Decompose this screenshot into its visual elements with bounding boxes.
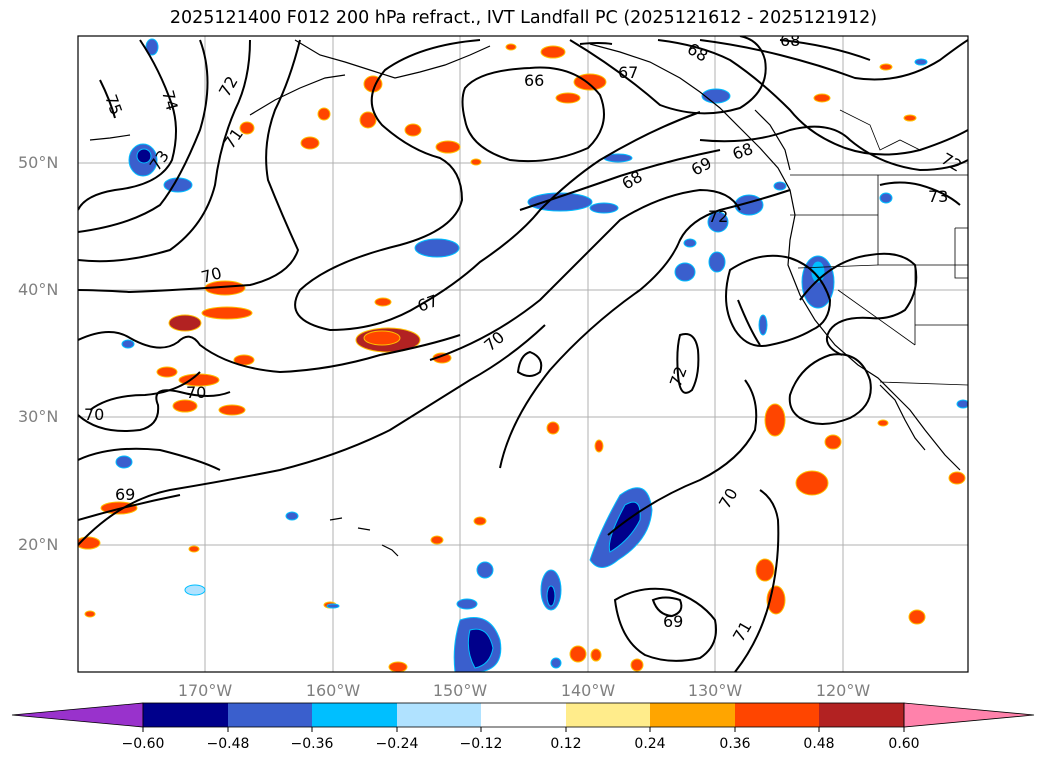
contour-label: 74 [158, 88, 182, 113]
colorbar-segment [228, 703, 312, 727]
colorbar-segment [143, 703, 228, 727]
contour-label: 70 [199, 263, 224, 287]
colorbar-tick-label: 0.24 [634, 736, 666, 752]
colorbar-tick-label: 0.36 [719, 736, 751, 752]
colorbar-tick-label: −0.36 [290, 736, 334, 752]
lon-label-130w: 130°W [687, 681, 743, 700]
colorbar-segment [397, 703, 481, 727]
colorbar-extend-low [11, 702, 144, 728]
colorbar-segment [735, 703, 819, 727]
contour-label: 66 [524, 71, 544, 90]
map-plot-area: 75 74 72 71 73 66 67 68 68 68 69 68 72 7… [78, 31, 968, 672]
colorbar-segment [819, 703, 904, 727]
lat-label-20n: 20°N [18, 535, 59, 554]
colorbar-tick-label: 0.60 [888, 736, 920, 752]
colorbar-tick-label: 0.48 [803, 736, 835, 752]
positive-anomaly-patches [78, 43, 966, 672]
colorbar-segment [481, 703, 566, 727]
lon-label-170w: 170°W [177, 681, 233, 700]
contour-label: 69 [115, 485, 135, 504]
colorbar-tick-label: −0.48 [206, 736, 250, 752]
lon-label-120w: 120°W [815, 681, 871, 700]
lat-label-40n: 40°N [18, 280, 59, 299]
refractivity-contours [78, 36, 968, 672]
colorbar-tick-label: −0.24 [375, 736, 419, 752]
lon-label-140w: 140°W [560, 681, 616, 700]
colorbar-tick-label: −0.60 [121, 736, 165, 752]
contour-label: 70 [84, 405, 104, 424]
colorbar-segment [566, 703, 650, 727]
map-frame [77, 35, 969, 673]
contour-label: 67 [618, 63, 638, 82]
lon-label-150w: 150°W [432, 681, 488, 700]
colorbar-segment [312, 703, 397, 727]
map-title: 2025121400 F012 200 hPa refract., IVT La… [169, 8, 878, 28]
colorbar [11, 702, 1035, 732]
contour-label: 68 [780, 31, 800, 50]
lon-label-160w: 160°W [305, 681, 361, 700]
colorbar-tick-label: 0.12 [550, 736, 582, 752]
contour-label: 72 [708, 207, 728, 226]
lat-label-50n: 50°N [18, 153, 59, 172]
lat-label-30n: 30°N [18, 407, 59, 426]
colorbar-extend-high [903, 702, 1035, 728]
contour-label: 69 [663, 612, 683, 631]
colorbar-tick-label: −0.12 [459, 736, 503, 752]
coastlines [89, 39, 961, 557]
contour-label: 73 [928, 187, 948, 206]
colorbar-segment [650, 703, 735, 727]
contour-label: 70 [186, 383, 206, 402]
